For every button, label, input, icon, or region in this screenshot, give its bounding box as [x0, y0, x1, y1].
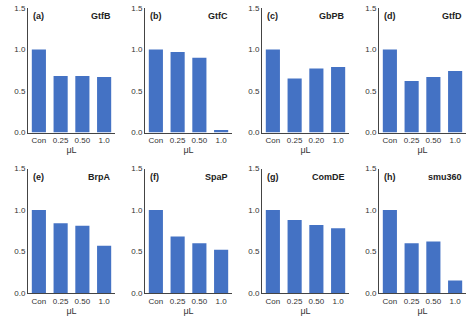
- svg-text:μL: μL: [300, 145, 310, 155]
- svg-text:0.20: 0.20: [309, 136, 325, 145]
- svg-text:smu360: smu360: [428, 172, 462, 182]
- svg-text:1.0: 1.0: [365, 206, 377, 215]
- svg-text:0.5: 0.5: [365, 87, 377, 96]
- svg-text:0.5: 0.5: [131, 247, 143, 256]
- svg-text:0.25: 0.25: [287, 297, 303, 306]
- svg-text:(f): (f): [150, 172, 159, 182]
- svg-text:ComDE: ComDE: [312, 172, 345, 182]
- svg-text:0.0: 0.0: [248, 128, 260, 137]
- svg-text:1.0: 1.0: [216, 136, 228, 145]
- svg-text:0.0: 0.0: [365, 289, 377, 298]
- svg-text:SpaP: SpaP: [205, 172, 228, 182]
- svg-text:1.5: 1.5: [131, 164, 143, 173]
- svg-text:μL: μL: [417, 306, 427, 316]
- svg-text:1.0: 1.0: [365, 45, 377, 54]
- svg-text:1.5: 1.5: [365, 164, 377, 173]
- svg-text:0.25: 0.25: [287, 136, 303, 145]
- svg-text:0.50: 0.50: [192, 136, 208, 145]
- svg-text:1.0: 1.0: [333, 297, 345, 306]
- svg-text:1.0: 1.0: [99, 136, 111, 145]
- svg-text:μL: μL: [66, 306, 76, 316]
- svg-text:1.5: 1.5: [131, 4, 143, 13]
- svg-text:μL: μL: [417, 145, 427, 155]
- svg-text:0.0: 0.0: [14, 128, 26, 137]
- svg-text:(d): (d): [384, 11, 396, 21]
- svg-text:1.0: 1.0: [248, 206, 260, 215]
- svg-text:0.5: 0.5: [131, 87, 143, 96]
- svg-text:0.5: 0.5: [248, 247, 260, 256]
- svg-text:1.0: 1.0: [131, 45, 143, 54]
- svg-text:0.5: 0.5: [14, 247, 26, 256]
- svg-text:1.0: 1.0: [333, 136, 345, 145]
- svg-text:(c): (c): [267, 11, 278, 21]
- svg-text:(e): (e): [33, 172, 44, 182]
- svg-text:0.0: 0.0: [365, 128, 377, 137]
- svg-text:Con: Con: [149, 136, 164, 145]
- svg-text:GbPB: GbPB: [319, 11, 345, 21]
- svg-text:0.25: 0.25: [53, 297, 69, 306]
- svg-text:μL: μL: [183, 306, 193, 316]
- svg-text:0.0: 0.0: [14, 289, 26, 298]
- svg-text:0.5: 0.5: [14, 87, 26, 96]
- svg-text:GtfC: GtfC: [208, 11, 228, 21]
- svg-text:0.50: 0.50: [192, 297, 208, 306]
- svg-text:(g): (g): [267, 172, 279, 182]
- svg-text:0.50: 0.50: [426, 136, 442, 145]
- svg-text:0.25: 0.25: [170, 136, 186, 145]
- svg-text:μL: μL: [66, 145, 76, 155]
- svg-text:Con: Con: [266, 136, 281, 145]
- svg-text:Con: Con: [383, 136, 398, 145]
- svg-text:0.5: 0.5: [365, 247, 377, 256]
- svg-text:1.0: 1.0: [131, 206, 143, 215]
- svg-text:GtfD: GtfD: [442, 11, 462, 21]
- svg-text:1.5: 1.5: [365, 4, 377, 13]
- svg-text:1.5: 1.5: [248, 4, 260, 13]
- svg-text:Con: Con: [32, 297, 47, 306]
- svg-text:Con: Con: [149, 297, 164, 306]
- svg-text:0.0: 0.0: [131, 128, 143, 137]
- svg-text:0.25: 0.25: [404, 297, 420, 306]
- svg-text:1.0: 1.0: [248, 45, 260, 54]
- svg-text:GtfB: GtfB: [91, 11, 111, 21]
- svg-text:BrpA: BrpA: [88, 172, 110, 182]
- svg-text:(b): (b): [150, 11, 162, 21]
- svg-text:1.0: 1.0: [14, 206, 26, 215]
- svg-text:1.0: 1.0: [14, 45, 26, 54]
- svg-text:1.5: 1.5: [14, 164, 26, 173]
- svg-text:(a): (a): [33, 11, 44, 21]
- svg-text:0.50: 0.50: [75, 136, 91, 145]
- svg-text:Con: Con: [32, 136, 47, 145]
- svg-text:1.5: 1.5: [248, 164, 260, 173]
- svg-text:1.0: 1.0: [99, 297, 111, 306]
- svg-text:0.0: 0.0: [248, 289, 260, 298]
- svg-text:Con: Con: [383, 297, 398, 306]
- svg-text:0.25: 0.25: [404, 136, 420, 145]
- svg-text:0.25: 0.25: [53, 136, 69, 145]
- svg-text:Con: Con: [266, 297, 281, 306]
- svg-text:1.0: 1.0: [450, 297, 462, 306]
- svg-text:(h): (h): [384, 172, 396, 182]
- svg-text:μL: μL: [300, 306, 310, 316]
- svg-text:1.0: 1.0: [450, 136, 462, 145]
- svg-text:0.50: 0.50: [75, 297, 91, 306]
- svg-text:1.5: 1.5: [14, 4, 26, 13]
- svg-text:0.50: 0.50: [309, 297, 325, 306]
- svg-text:0.25: 0.25: [170, 297, 186, 306]
- svg-text:μL: μL: [183, 145, 193, 155]
- svg-text:0.50: 0.50: [426, 297, 442, 306]
- svg-text:1.0: 1.0: [216, 297, 228, 306]
- svg-text:0.5: 0.5: [248, 87, 260, 96]
- svg-text:0.0: 0.0: [131, 289, 143, 298]
